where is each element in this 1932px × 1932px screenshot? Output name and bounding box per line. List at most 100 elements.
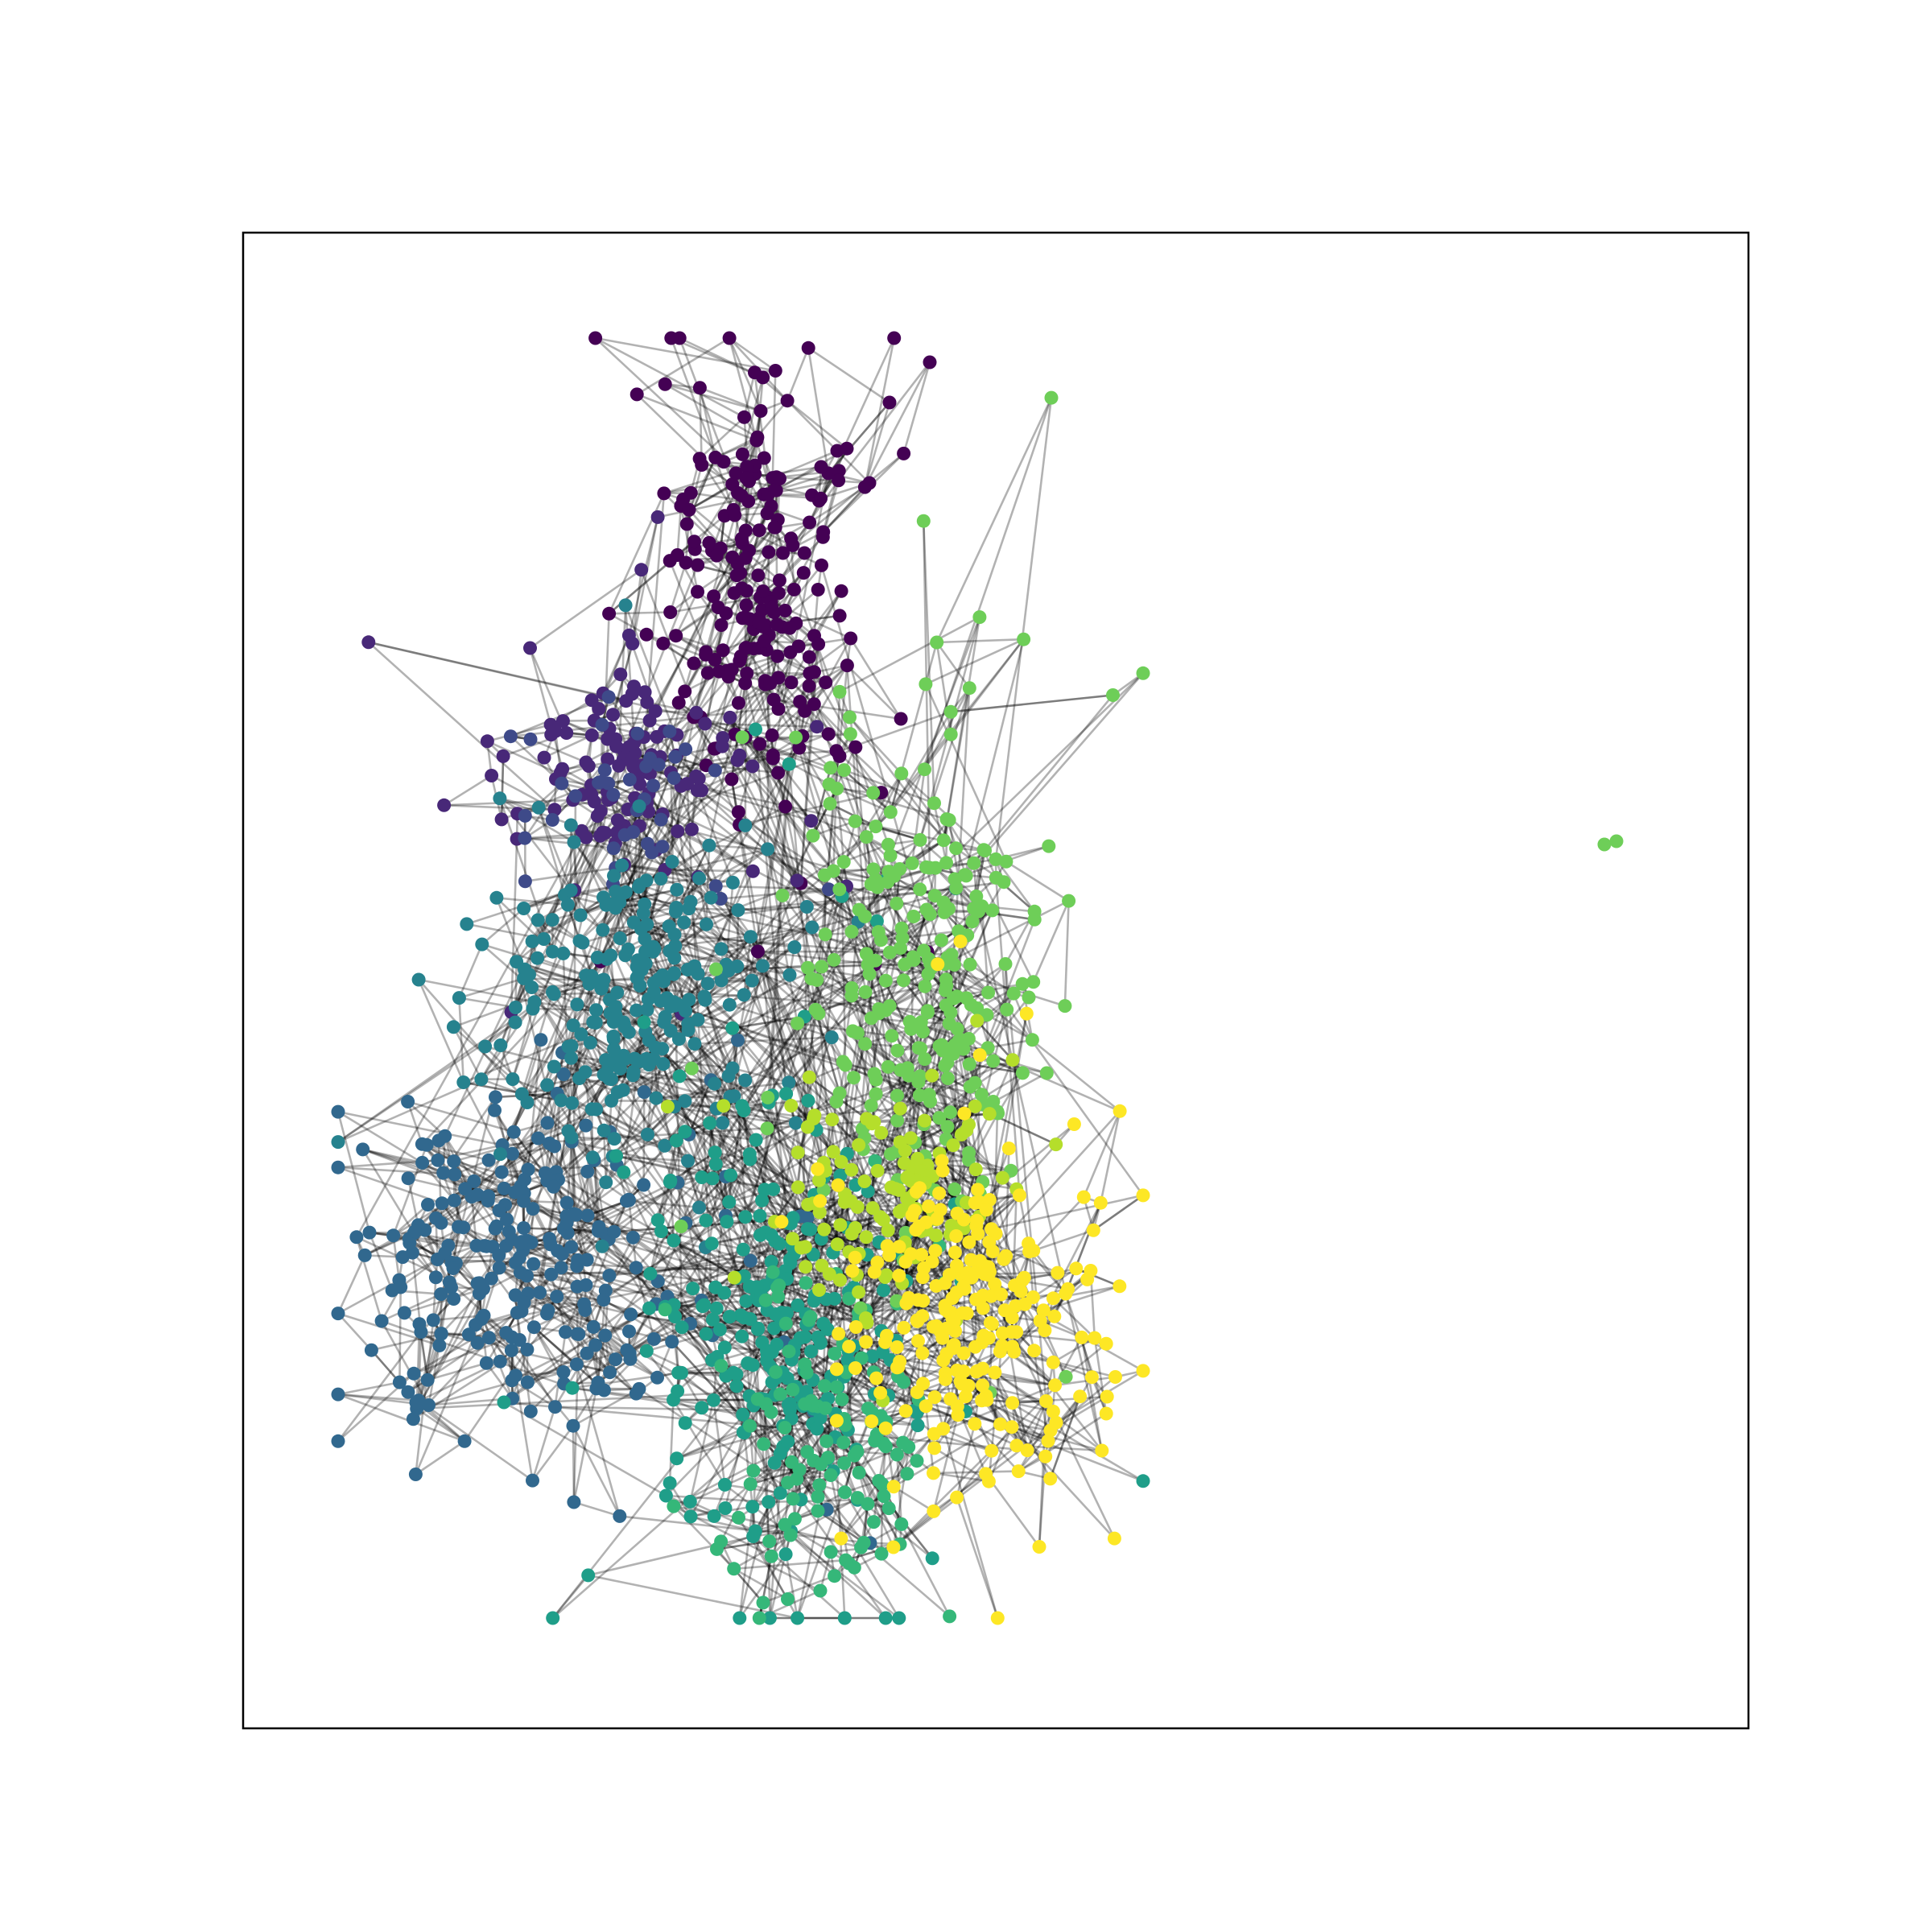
graph-edge bbox=[679, 1075, 745, 1112]
graph-edge bbox=[848, 716, 945, 841]
graph-edge bbox=[786, 347, 810, 402]
graph-edge bbox=[1080, 1337, 1104, 1451]
graph-edge bbox=[454, 1173, 522, 1188]
graph-edge bbox=[448, 1281, 507, 1334]
graph-edge bbox=[633, 1071, 686, 1102]
graph-edge bbox=[1028, 1250, 1067, 1294]
graph-edge bbox=[418, 978, 535, 1004]
graph-edge bbox=[828, 783, 950, 821]
graph-edge bbox=[911, 819, 951, 865]
graph-edge bbox=[791, 637, 852, 683]
graph-edge bbox=[481, 907, 525, 946]
graph-edge bbox=[678, 702, 716, 749]
graph-edge bbox=[865, 836, 890, 873]
graph-edge bbox=[398, 1258, 439, 1282]
graph-edge bbox=[459, 997, 516, 1009]
graph-edge bbox=[694, 466, 748, 550]
graph-edge bbox=[688, 483, 733, 511]
graph-edge bbox=[337, 1166, 443, 1205]
graph-edge bbox=[854, 746, 876, 965]
graph-edge bbox=[925, 1405, 976, 1426]
graph-edge bbox=[1083, 1110, 1121, 1198]
graph-edge bbox=[764, 640, 819, 646]
graph-edge bbox=[407, 1101, 423, 1145]
graph-edge bbox=[794, 1463, 822, 1520]
graph-edge bbox=[987, 993, 1015, 1049]
graph-edge bbox=[752, 1535, 846, 1619]
graph-edge bbox=[924, 1406, 935, 1474]
graph-edge bbox=[664, 869, 753, 873]
graph-edge bbox=[993, 1372, 1013, 1428]
graph-edge bbox=[503, 1401, 1028, 1451]
graph-edge bbox=[838, 820, 857, 890]
graph-edge bbox=[683, 1131, 764, 1344]
graph-edge bbox=[784, 711, 806, 807]
graph-edge bbox=[337, 1166, 455, 1176]
graph-edge bbox=[674, 933, 727, 966]
graph-edge bbox=[821, 964, 869, 968]
graph-edge bbox=[668, 560, 708, 653]
graph-edge bbox=[924, 1154, 984, 1183]
graph-edge bbox=[650, 1272, 750, 1288]
graph-edge bbox=[1092, 1194, 1144, 1232]
graph-edge bbox=[790, 1534, 836, 1577]
graph-edge bbox=[899, 1360, 946, 1381]
graph-edge bbox=[697, 495, 743, 779]
graph-edge bbox=[970, 963, 1006, 1006]
graph-edge bbox=[878, 1012, 922, 1050]
graph-edge bbox=[980, 906, 989, 993]
graph-edge bbox=[676, 1359, 713, 1393]
graph-edge bbox=[759, 742, 882, 794]
graph-edge bbox=[588, 1574, 798, 1620]
graph-edge bbox=[1055, 1369, 1144, 1424]
graph-edge bbox=[697, 549, 749, 567]
graph-edge bbox=[784, 564, 823, 612]
graph-edge bbox=[539, 1291, 617, 1360]
graph-edge bbox=[987, 997, 1030, 1049]
graph-edge bbox=[689, 1462, 775, 1503]
graph-edge bbox=[689, 1501, 756, 1533]
graph-edge bbox=[496, 897, 568, 906]
graph-edge bbox=[515, 1371, 564, 1377]
graph-edge bbox=[748, 481, 777, 528]
graph-edge bbox=[898, 1365, 946, 1374]
graph-edge bbox=[493, 1109, 530, 1170]
graph-edge bbox=[573, 1501, 621, 1517]
graph-edge bbox=[482, 1315, 513, 1352]
graph-edge bbox=[716, 555, 744, 619]
graph-edge bbox=[447, 1245, 479, 1285]
graph-edge bbox=[762, 965, 807, 1405]
graph-edge bbox=[1064, 1202, 1102, 1294]
graph-edge bbox=[854, 819, 921, 841]
graph-edge bbox=[537, 807, 566, 896]
graph-edge bbox=[572, 1425, 621, 1517]
graph-edge bbox=[571, 1045, 605, 1075]
graph-edge bbox=[1005, 861, 1070, 902]
graph-edge bbox=[421, 1162, 456, 1202]
graph-edge bbox=[680, 870, 754, 1014]
graph-edge bbox=[749, 1463, 822, 1485]
graph-edge bbox=[766, 1100, 837, 1130]
graph-edge bbox=[478, 1293, 488, 1364]
graph-edge bbox=[729, 716, 799, 881]
graph-edge bbox=[808, 448, 848, 523]
graph-edge bbox=[511, 1008, 535, 1080]
graph-edge bbox=[619, 1515, 871, 1545]
graph-edge bbox=[603, 1215, 727, 1301]
graph-edge bbox=[739, 791, 881, 826]
graph-edge bbox=[1052, 1336, 1096, 1364]
graph-edge bbox=[572, 1213, 671, 1311]
graph-edge bbox=[453, 1160, 526, 1181]
graph-edge bbox=[691, 1249, 745, 1290]
graph-edge bbox=[432, 1277, 437, 1320]
graph-edge bbox=[933, 1472, 989, 1483]
graph-edge bbox=[502, 1113, 990, 1146]
graph-edge bbox=[531, 1406, 556, 1481]
graph-edge bbox=[592, 1160, 600, 1232]
graph-edge bbox=[503, 1242, 712, 1404]
graph-edge bbox=[616, 1164, 782, 1494]
graph-edge bbox=[927, 907, 975, 960]
graph-edge bbox=[807, 685, 830, 735]
graph-edge bbox=[533, 1302, 585, 1328]
graph-edge bbox=[667, 1105, 808, 1129]
